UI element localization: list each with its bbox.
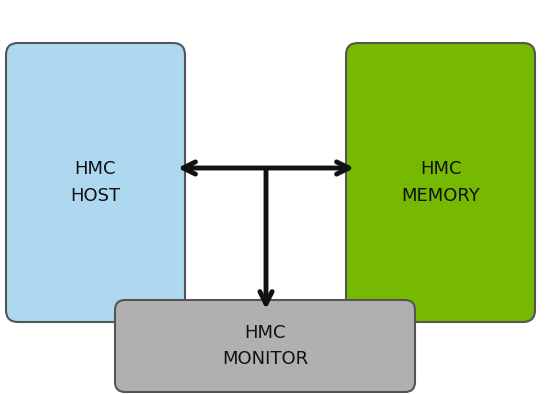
Text: HMC
MONITOR: HMC MONITOR <box>222 324 308 368</box>
Text: HMC
HOST: HMC HOST <box>70 160 120 205</box>
FancyBboxPatch shape <box>115 300 415 392</box>
FancyBboxPatch shape <box>6 43 185 322</box>
FancyBboxPatch shape <box>346 43 535 322</box>
Text: HMC
MEMORY: HMC MEMORY <box>401 160 480 205</box>
